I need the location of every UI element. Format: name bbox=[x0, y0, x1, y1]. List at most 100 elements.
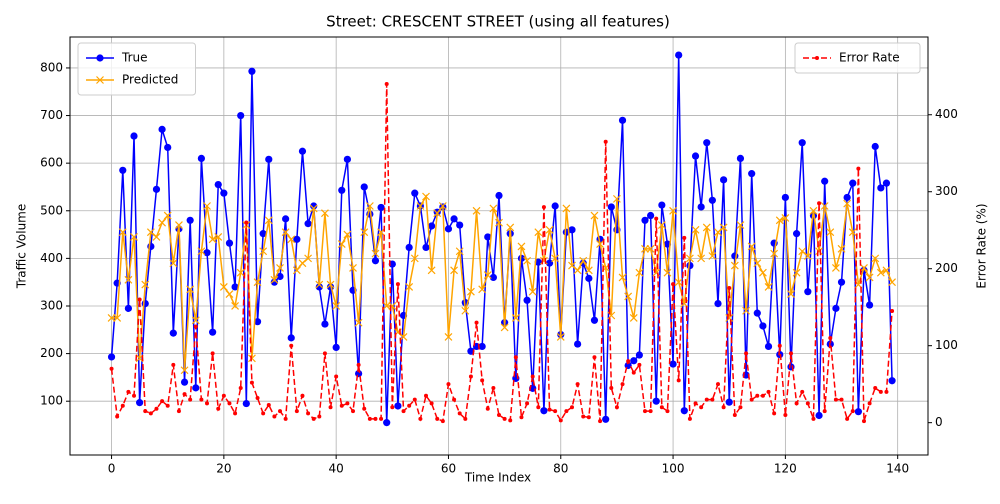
point bbox=[399, 333, 408, 341]
point bbox=[568, 261, 576, 270]
point bbox=[444, 225, 453, 233]
point bbox=[753, 259, 762, 268]
point bbox=[612, 194, 621, 203]
point bbox=[845, 416, 850, 421]
point bbox=[227, 401, 232, 406]
point bbox=[658, 201, 666, 209]
point bbox=[119, 166, 127, 174]
point bbox=[165, 403, 170, 408]
x-tick-label: 60 bbox=[441, 462, 456, 476]
point bbox=[714, 228, 722, 237]
point bbox=[483, 271, 492, 279]
y-tick-label: 800 bbox=[40, 60, 63, 74]
point bbox=[435, 416, 440, 421]
point bbox=[225, 239, 234, 247]
point bbox=[152, 233, 161, 241]
point bbox=[186, 216, 194, 224]
y-tick-label: 400 bbox=[40, 251, 63, 265]
point bbox=[873, 386, 878, 391]
point bbox=[540, 407, 548, 415]
point bbox=[534, 228, 543, 237]
point bbox=[793, 230, 801, 238]
point bbox=[293, 235, 301, 243]
point bbox=[428, 222, 436, 230]
point bbox=[416, 202, 425, 210]
point bbox=[371, 249, 380, 258]
point bbox=[539, 256, 548, 265]
point bbox=[618, 273, 627, 282]
point bbox=[233, 411, 238, 416]
point bbox=[220, 189, 228, 197]
point bbox=[641, 216, 649, 224]
x-tick-label: 40 bbox=[329, 462, 344, 476]
point bbox=[382, 302, 391, 310]
point bbox=[463, 416, 468, 421]
point bbox=[199, 397, 204, 402]
point bbox=[444, 333, 453, 341]
point bbox=[270, 278, 278, 286]
point bbox=[764, 342, 773, 351]
point bbox=[248, 67, 256, 75]
point bbox=[884, 389, 889, 394]
point bbox=[433, 209, 442, 218]
point bbox=[362, 406, 367, 411]
point bbox=[304, 220, 312, 228]
point bbox=[584, 266, 593, 275]
point bbox=[249, 380, 254, 385]
point bbox=[446, 382, 451, 387]
point bbox=[596, 240, 604, 249]
point bbox=[586, 415, 591, 420]
point bbox=[748, 170, 756, 178]
point bbox=[725, 313, 734, 322]
y-tick-label: 700 bbox=[40, 108, 63, 122]
point bbox=[850, 409, 855, 414]
point bbox=[281, 228, 290, 237]
point bbox=[630, 357, 638, 365]
point bbox=[264, 216, 273, 225]
point bbox=[854, 408, 862, 416]
point bbox=[803, 252, 812, 260]
point bbox=[322, 351, 327, 356]
point bbox=[517, 242, 526, 251]
point bbox=[607, 203, 615, 211]
point bbox=[506, 223, 515, 232]
point bbox=[343, 230, 352, 239]
point bbox=[410, 254, 419, 263]
point bbox=[699, 405, 704, 410]
point bbox=[197, 154, 205, 163]
point bbox=[171, 362, 176, 367]
point bbox=[287, 334, 295, 342]
point bbox=[669, 206, 677, 215]
legend: Error Rate bbox=[794, 42, 921, 74]
point bbox=[158, 218, 167, 227]
point bbox=[618, 116, 627, 124]
point bbox=[641, 244, 649, 253]
point bbox=[721, 405, 726, 410]
point bbox=[702, 223, 711, 232]
point bbox=[573, 266, 582, 275]
point bbox=[562, 204, 571, 213]
point bbox=[456, 221, 464, 229]
point bbox=[132, 393, 137, 398]
x-tick-label: 140 bbox=[886, 462, 909, 476]
legend-marker bbox=[815, 56, 819, 60]
point bbox=[843, 199, 852, 208]
point bbox=[343, 155, 351, 163]
point bbox=[753, 309, 761, 317]
point bbox=[590, 316, 599, 324]
point bbox=[719, 223, 728, 232]
point bbox=[708, 252, 717, 260]
point bbox=[379, 416, 384, 421]
point bbox=[272, 414, 277, 419]
point bbox=[356, 362, 361, 367]
point bbox=[136, 399, 144, 407]
point bbox=[192, 384, 200, 392]
point bbox=[300, 393, 305, 398]
point bbox=[497, 412, 501, 417]
point bbox=[511, 313, 520, 322]
legend-marker bbox=[96, 76, 104, 84]
point bbox=[466, 287, 475, 296]
point bbox=[783, 412, 788, 417]
y2-tick-label: 200 bbox=[935, 261, 958, 275]
point bbox=[354, 318, 363, 327]
